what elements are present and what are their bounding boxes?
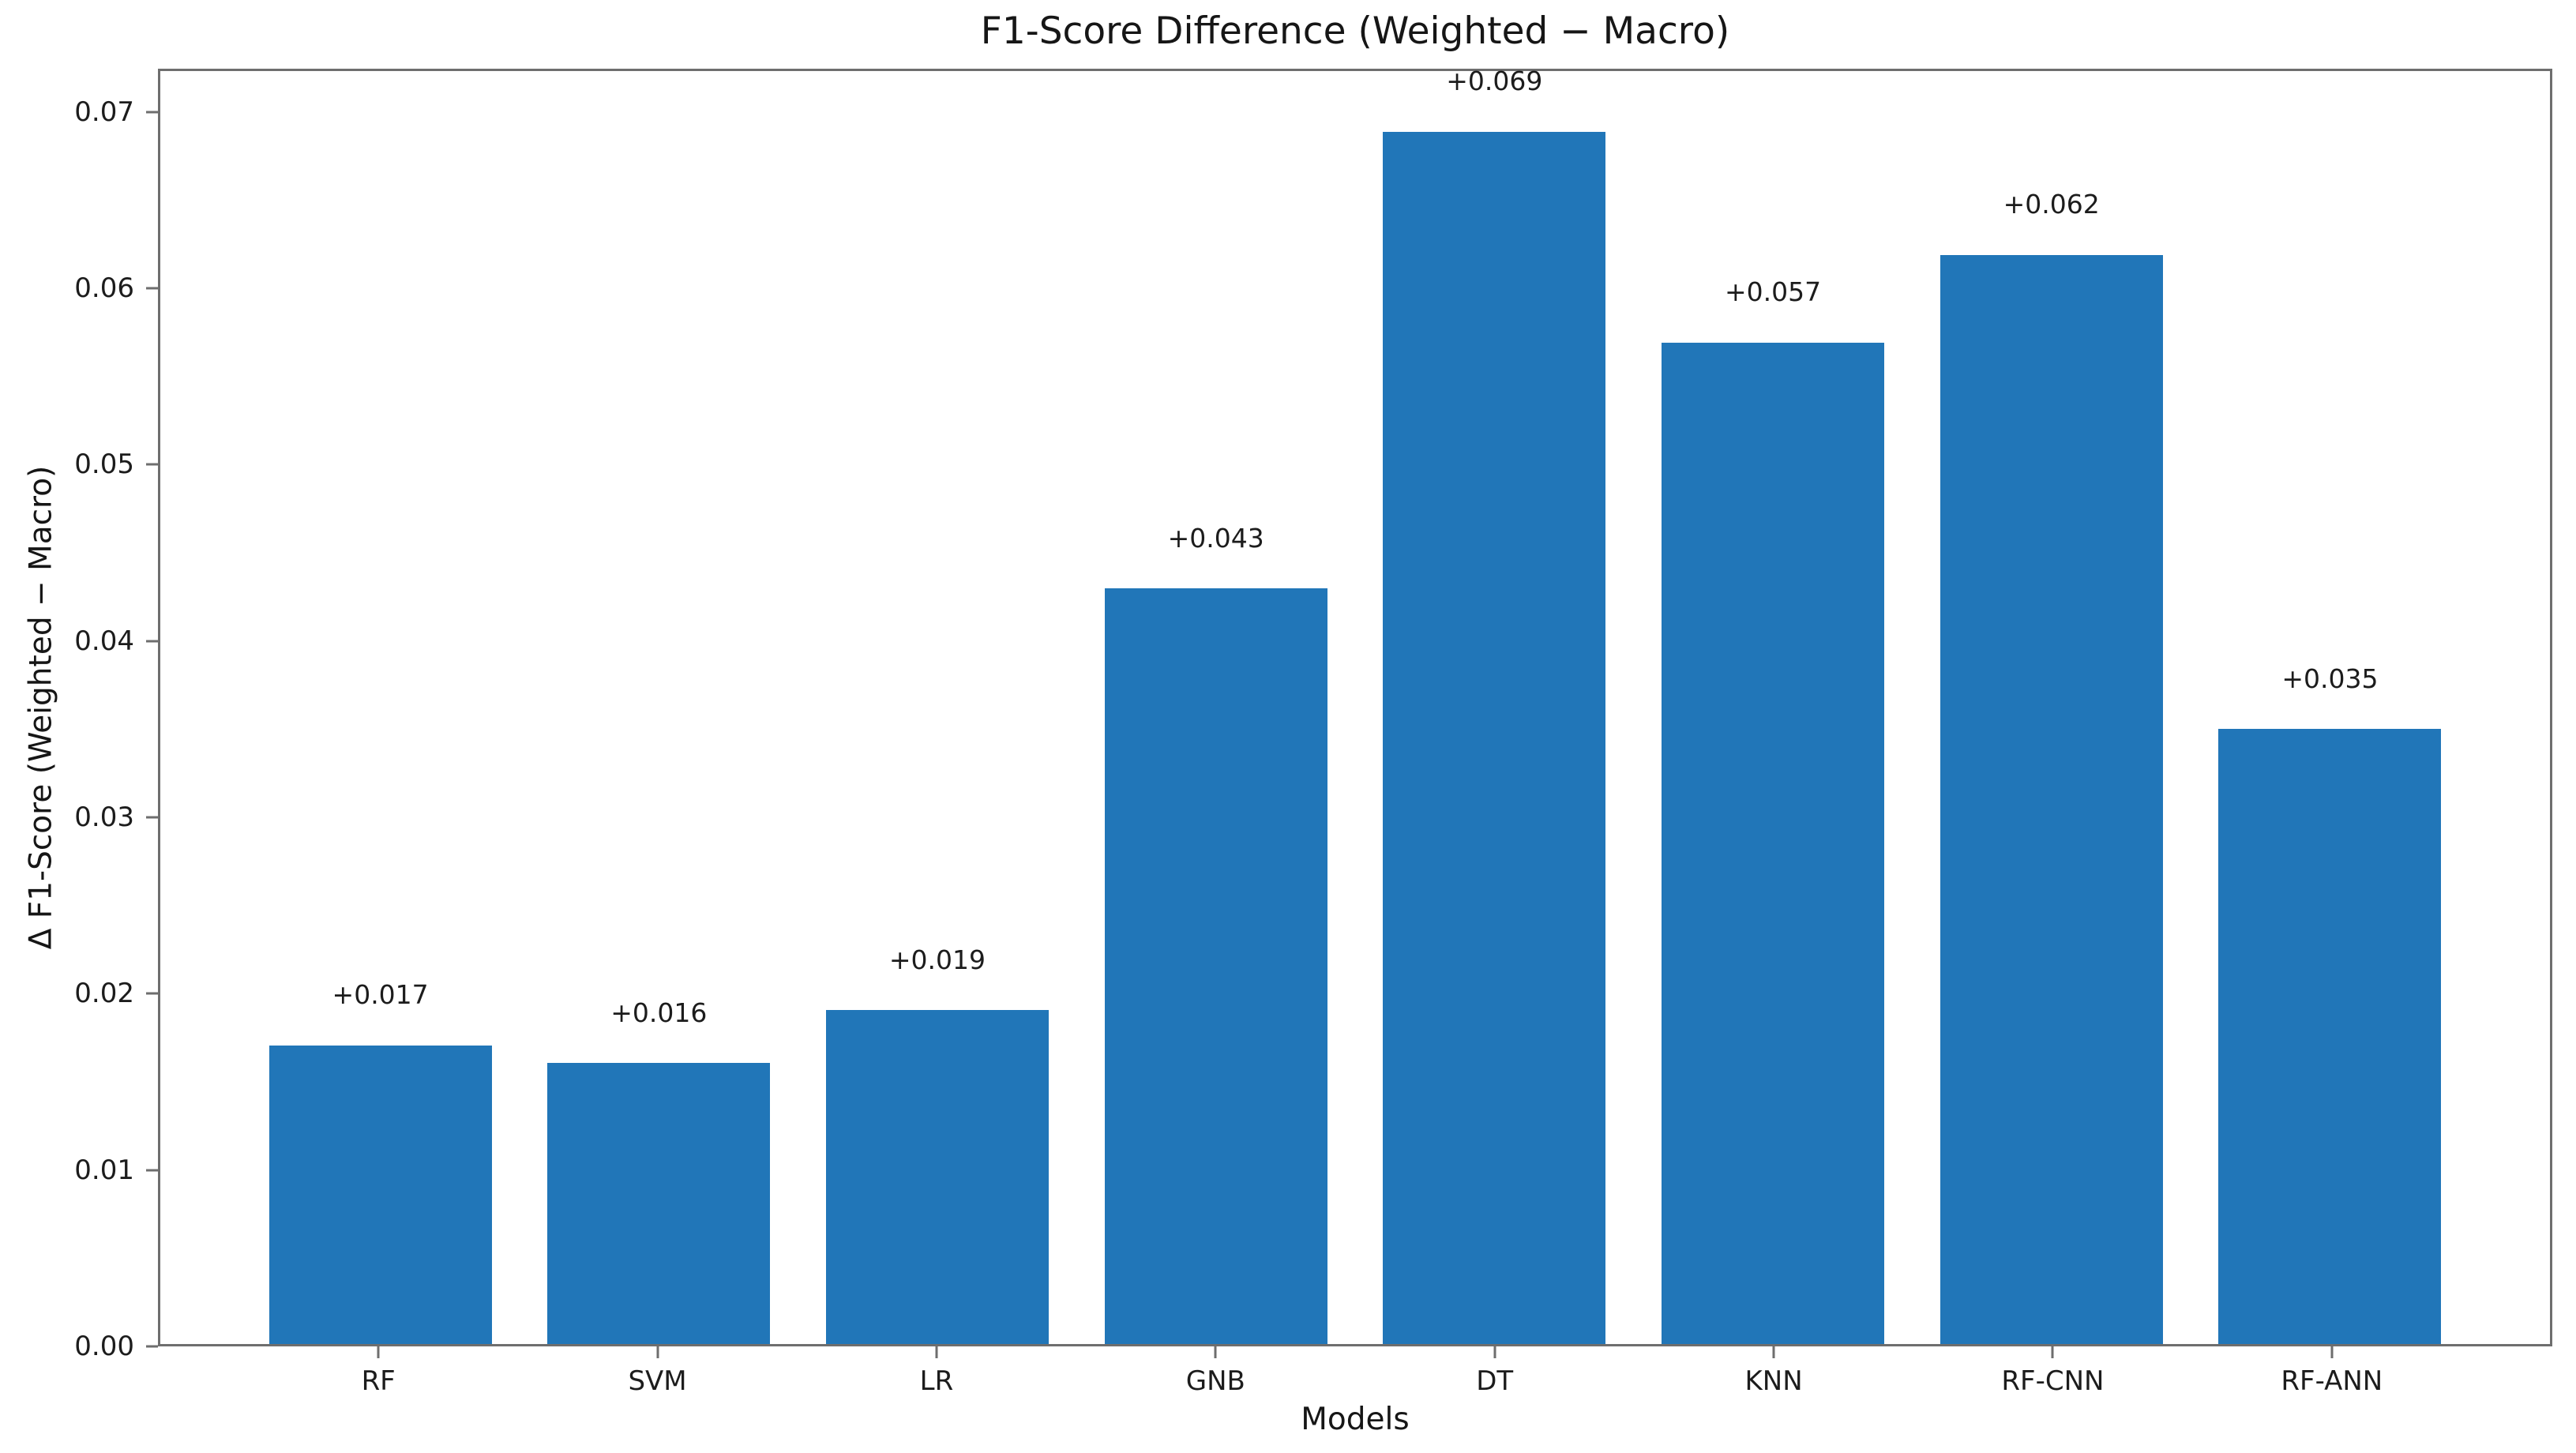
x-tick-mark-rf-ann xyxy=(2330,1346,2334,1358)
plot-area: +0.017 +0.016 +0.019 +0.043 +0.069 +0.057 +0.0… xyxy=(158,66,2552,1346)
chart-title: F1-Score Difference (Weighted − Macro) xyxy=(980,9,1730,53)
x-tick-label-svm: SVM xyxy=(628,1365,687,1397)
bar-value-label-dt: +0.069 xyxy=(1446,66,1543,97)
x-tick-labels: RF SVM LR GNB DT KNN RF-CNN RF-ANN xyxy=(158,1365,2552,1405)
bar-svm xyxy=(547,1063,771,1344)
y-tick-mark-0.04 xyxy=(146,640,158,643)
y-tick-marks xyxy=(146,69,158,1348)
bar-value-label-knn: +0.057 xyxy=(1724,276,1822,308)
bar-rf-ann xyxy=(2218,729,2442,1344)
y-tick-label-0.01: 0.01 xyxy=(74,1154,134,1186)
x-tick-label-rf-ann: RF-ANN xyxy=(2281,1365,2383,1397)
y-tick-label-0.00: 0.00 xyxy=(74,1331,134,1362)
x-tick-mark-lr xyxy=(935,1346,938,1358)
y-tick-mark-0.05 xyxy=(146,463,158,466)
y-tick-label-0.07: 0.07 xyxy=(74,96,134,128)
bar-value-label-gnb: +0.043 xyxy=(1167,522,1264,554)
x-tick-mark-gnb xyxy=(1214,1346,1217,1358)
y-tick-mark-0.03 xyxy=(146,816,158,819)
x-tick-mark-svm xyxy=(656,1346,659,1358)
x-tick-label-rf-cnn: RF-CNN xyxy=(2001,1365,2105,1397)
y-tick-label-0.04: 0.04 xyxy=(74,625,134,657)
bar-value-label-rf-ann: +0.035 xyxy=(2281,663,2379,694)
y-tick-label-0.05: 0.05 xyxy=(74,449,134,481)
y-tick-mark-0.01 xyxy=(146,1169,158,1172)
x-tick-label-lr: LR xyxy=(919,1365,954,1397)
y-tick-mark-0.06 xyxy=(146,287,158,290)
bars-container: +0.017 +0.016 +0.019 +0.043 +0.069 +0.057 +0.0… xyxy=(160,66,2550,1344)
bar-lr xyxy=(825,1010,1050,1344)
bar-dt xyxy=(1383,131,1606,1344)
bar-value-label-svm: +0.016 xyxy=(610,997,708,1028)
x-tick-mark-dt xyxy=(1493,1346,1496,1358)
bar-value-label-rf: +0.017 xyxy=(332,979,429,1011)
x-tick-mark-rf xyxy=(377,1346,380,1358)
y-tick-label-0.06: 0.06 xyxy=(74,272,134,305)
bar-value-label-lr: +0.019 xyxy=(888,944,986,975)
x-tick-label-dt: DT xyxy=(1476,1365,1514,1397)
y-tick-mark-0.02 xyxy=(146,992,158,995)
x-tick-mark-rf-cnn xyxy=(2051,1346,2054,1358)
bar-rf-cnn xyxy=(1940,254,2163,1344)
x-axis-label: Models xyxy=(1301,1402,1410,1437)
y-tick-label-0.03: 0.03 xyxy=(74,802,134,834)
bar-gnb xyxy=(1104,588,1327,1344)
x-tick-label-gnb: GNB xyxy=(1185,1365,1245,1397)
y-tick-mark-0.00 xyxy=(146,1345,158,1348)
y-tick-mark-0.07 xyxy=(146,111,158,114)
x-tick-marks xyxy=(158,1346,2552,1358)
x-tick-label-knn: KNN xyxy=(1744,1365,1803,1397)
x-tick-label-rf: RF xyxy=(361,1365,396,1397)
y-tick-label-0.02: 0.02 xyxy=(74,978,134,1010)
bar-rf xyxy=(268,1045,492,1344)
x-tick-mark-knn xyxy=(1772,1346,1775,1358)
bar-value-label-rf-cnn: +0.062 xyxy=(2003,189,2100,220)
y-tick-labels: 0.00 0.01 0.02 0.03 0.04 0.05 0.06 0.07 xyxy=(0,69,134,1362)
bar-knn xyxy=(1661,342,1885,1344)
